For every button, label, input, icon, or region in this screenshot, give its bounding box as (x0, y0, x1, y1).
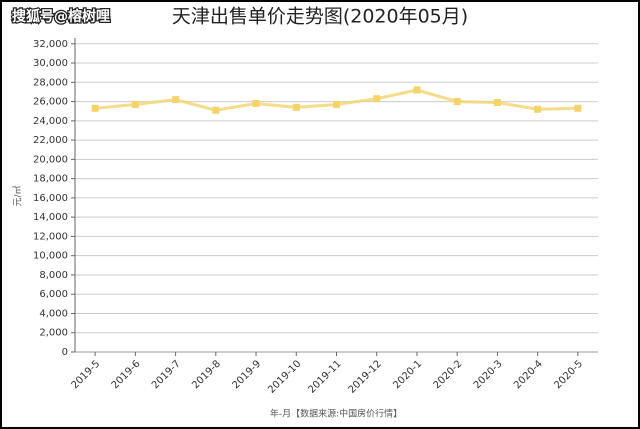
data-point (413, 86, 421, 94)
y-tick-label: 8,000 (39, 270, 68, 281)
y-axis-label: 元/㎡ (13, 185, 24, 206)
y-tick-label: 32,000 (33, 39, 68, 50)
data-point (373, 95, 381, 103)
data-point (131, 100, 139, 108)
x-axis-label: 年-月【数据来源:中国房价行情】 (270, 408, 402, 420)
y-tick-label: 0 (62, 347, 68, 358)
data-point (292, 103, 300, 111)
y-tick-label: 24,000 (33, 116, 68, 127)
data-point (574, 104, 582, 112)
watermark: 搜狐号@榕树哩 (12, 8, 110, 25)
data-point (453, 98, 461, 106)
y-tick-label: 6,000 (39, 289, 68, 300)
chart-title: 天津出售单价走势图(2020年05月) (172, 6, 468, 28)
data-point (212, 106, 220, 114)
data-point (534, 105, 542, 113)
data-point (333, 100, 340, 108)
y-tick-label: 2,000 (39, 328, 68, 339)
data-point (252, 99, 260, 107)
data-point (172, 96, 180, 104)
y-tick-label: 14,000 (33, 212, 68, 223)
y-tick-label: 10,000 (33, 251, 68, 262)
data-point (91, 104, 99, 112)
y-tick-label: 22,000 (33, 135, 68, 146)
y-tick-label: 30,000 (33, 58, 68, 69)
y-tick-label: 12,000 (33, 231, 68, 242)
y-tick-label: 16,000 (33, 193, 68, 204)
y-tick-label: 20,000 (33, 154, 68, 165)
y-tick-label: 28,000 (33, 77, 68, 88)
data-point (493, 99, 501, 107)
y-tick-label: 18,000 (33, 174, 68, 185)
y-tick-label: 4,000 (39, 308, 68, 319)
y-tick-label: 26,000 (33, 97, 68, 108)
